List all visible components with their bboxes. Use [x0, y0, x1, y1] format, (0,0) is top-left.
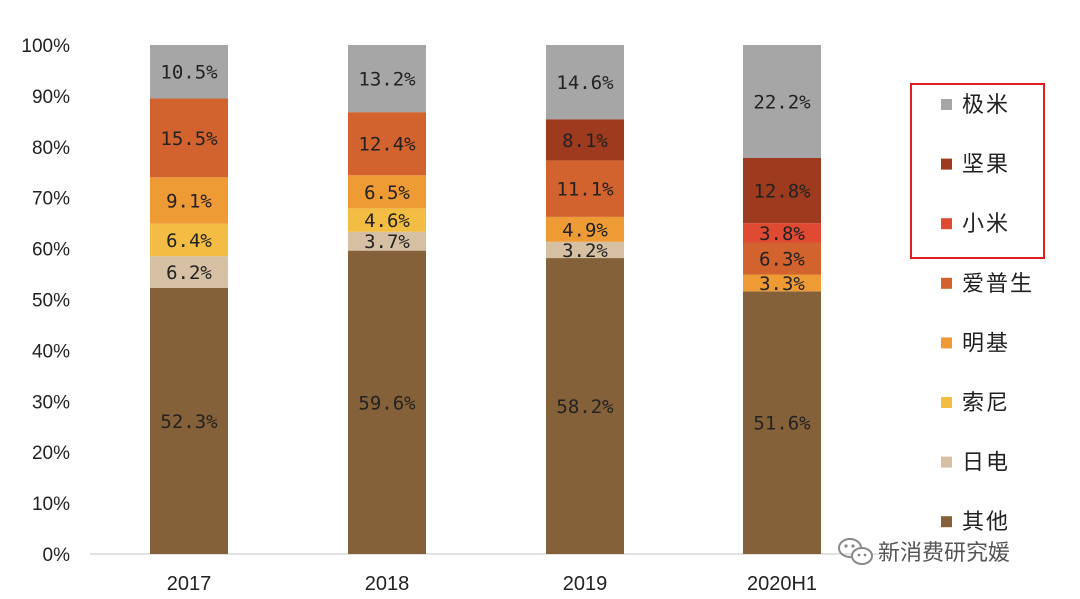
- data-label: 52.3%: [160, 411, 218, 433]
- y-tick-label: 20%: [32, 443, 70, 464]
- data-label: 4.9%: [562, 219, 608, 241]
- watermark: 新消费研究媛: [838, 538, 1010, 566]
- y-tick-label: 80%: [32, 138, 70, 159]
- y-tick-label: 30%: [32, 392, 70, 413]
- bar-segment: [150, 45, 228, 99]
- y-tick-label: 60%: [32, 240, 70, 261]
- bar-segment: [743, 223, 821, 243]
- data-label: 6.5%: [364, 182, 410, 204]
- wechat-icon: [838, 538, 873, 565]
- legend-label: 坚果: [962, 153, 1010, 178]
- bar-segment: [743, 291, 821, 554]
- x-axis: 2017 2018 2019 2020H1: [167, 573, 817, 595]
- bar-segment: [150, 98, 228, 178]
- legend-swatch: [941, 337, 952, 349]
- data-label: 9.1%: [166, 190, 212, 212]
- x-tick-label: 2020H1: [747, 573, 817, 595]
- data-label: 6.3%: [759, 249, 805, 271]
- legend-label: 索尼: [962, 391, 1010, 416]
- bar-segment: [348, 175, 426, 209]
- data-label: 12.8%: [753, 181, 811, 203]
- bar-segment: [743, 45, 821, 158]
- bar-segment: [150, 256, 228, 288]
- y-tick-label: 70%: [32, 189, 70, 210]
- x-tick-label: 2018: [365, 573, 410, 595]
- data-label: 8.1%: [562, 130, 608, 152]
- bar-segment: [348, 208, 426, 232]
- legend-swatch: [941, 456, 952, 468]
- legend-label: 爱普生: [962, 272, 1034, 297]
- y-tick-label: 50%: [32, 291, 70, 312]
- data-label: 51.6%: [753, 413, 811, 435]
- data-label: 15.5%: [160, 128, 218, 150]
- bar-segment: [546, 45, 624, 120]
- data-label: 3.7%: [364, 231, 410, 253]
- bar-segment: [150, 223, 228, 257]
- y-tick-label: 10%: [32, 494, 70, 515]
- data-label: 3.2%: [562, 240, 608, 262]
- y-tick-label: 100%: [21, 36, 70, 57]
- y-axis: 0% 10% 20% 30% 40% 50% 60% 70% 80% 90% 100%: [21, 36, 70, 566]
- legend-label: 极米: [962, 93, 1010, 118]
- bar-segment: [150, 177, 228, 224]
- legend-swatch: [941, 158, 952, 170]
- legend-label: 明基: [962, 331, 1010, 356]
- bar-segment: [743, 274, 821, 292]
- data-label: 22.2%: [753, 91, 811, 113]
- legend-swatch: [941, 99, 952, 110]
- bar-segment: [546, 241, 624, 259]
- legend-label: 日电: [962, 451, 1010, 476]
- legend-swatch: [941, 516, 952, 528]
- bars: 52.3% 6.2% 6.4% 9.1% 15.5% 10.5% 59.6% 3.7%4.6%…: [150, 45, 821, 555]
- bar-segment: [546, 119, 624, 161]
- watermark-text: 新消费研究媛: [878, 541, 1010, 566]
- legend-highlight-box: [910, 83, 1045, 259]
- data-label: 13.2%: [358, 69, 416, 91]
- legend-label: 其他: [962, 510, 1010, 535]
- x-tick-label: 2019: [563, 573, 608, 595]
- legend-swatch: [941, 397, 952, 408]
- bar-segment: [546, 160, 624, 217]
- bar-segment: [743, 157, 821, 224]
- legend-swatch: [941, 277, 952, 289]
- data-label: 10.5%: [160, 62, 218, 84]
- data-label: 4.6%: [364, 210, 410, 232]
- data-label: 3.3%: [759, 273, 805, 295]
- bar-segment: [546, 216, 624, 242]
- bar-segment: [150, 287, 228, 554]
- data-label: 11.1%: [556, 179, 614, 201]
- bar-segment: [743, 242, 821, 275]
- y-tick-label: 40%: [32, 341, 70, 362]
- data-label: 14.6%: [556, 72, 614, 94]
- legend-label: 小米: [962, 212, 1010, 237]
- data-label: 6.4%: [166, 230, 212, 252]
- data-label: 6.2%: [166, 262, 212, 284]
- data-label: 3.8%: [759, 223, 805, 245]
- bar-segment: [546, 258, 624, 554]
- y-tick-label: 0%: [43, 545, 71, 566]
- legend-swatch: [941, 218, 952, 230]
- data-label: 59.6%: [358, 392, 416, 414]
- bar-segment: [348, 250, 426, 555]
- data-label: 12.4%: [358, 134, 416, 156]
- x-tick-label: 2017: [167, 573, 212, 595]
- bar-segment: [348, 45, 426, 113]
- y-tick-label: 90%: [32, 87, 70, 108]
- bar-segment: [348, 231, 426, 251]
- bar-segment: [348, 112, 426, 176]
- data-label: 58.2%: [556, 396, 614, 418]
